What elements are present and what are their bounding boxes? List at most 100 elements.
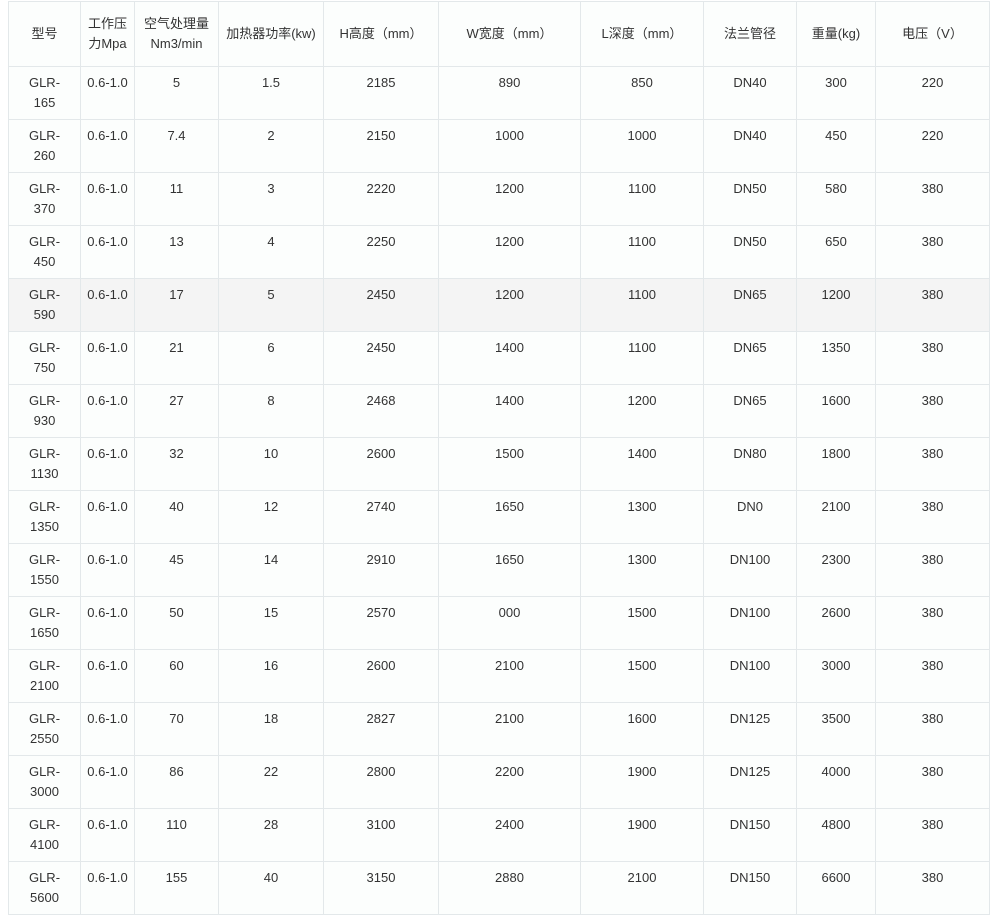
table-cell: 1200 xyxy=(796,278,876,332)
table-cell: 890 xyxy=(438,66,581,120)
table-cell: 2150 xyxy=(323,119,439,173)
table-cell: 2185 xyxy=(323,66,439,120)
table-cell: 0.6-1.0 xyxy=(80,861,135,915)
table-cell: 0.6-1.0 xyxy=(80,543,135,597)
table-cell: 0.6-1.0 xyxy=(80,331,135,385)
table-cell: GLR-930 xyxy=(8,384,81,438)
column-header: 电压（V） xyxy=(875,1,990,67)
table-cell: DN100 xyxy=(703,649,797,703)
table-cell: DN65 xyxy=(703,384,797,438)
table-cell: 1400 xyxy=(580,437,704,491)
table-cell: 0.6-1.0 xyxy=(80,278,135,332)
table-cell: 2100 xyxy=(438,702,581,756)
table-cell: 1800 xyxy=(796,437,876,491)
table-cell: 18 xyxy=(218,702,324,756)
table-cell: DN80 xyxy=(703,437,797,491)
table-cell: 0.6-1.0 xyxy=(80,755,135,809)
table-row: GLR-750 0.6-1.0 21 6 2450 1400 1100 DN65 1350 380 xyxy=(8,331,990,385)
table-cell: 450 xyxy=(796,119,876,173)
table-cell: 300 xyxy=(796,66,876,120)
table-cell: 1600 xyxy=(796,384,876,438)
table-cell: DN150 xyxy=(703,861,797,915)
table-cell: 2300 xyxy=(796,543,876,597)
table-cell: DN50 xyxy=(703,225,797,279)
table-cell: 21 xyxy=(134,331,219,385)
table-row: GLR-165 0.6-1.0 5 1.5 2185 890 850 DN40 300 220 xyxy=(8,66,990,120)
table-cell: 380 xyxy=(875,331,990,385)
table-cell: 10 xyxy=(218,437,324,491)
table-cell: 1350 xyxy=(796,331,876,385)
table-cell: 40 xyxy=(218,861,324,915)
table-cell: GLR-165 xyxy=(8,66,81,120)
table-cell: GLR-5600 xyxy=(8,861,81,915)
table-cell: 3500 xyxy=(796,702,876,756)
table-cell: 2220 xyxy=(323,172,439,226)
table-cell: 1100 xyxy=(580,172,704,226)
table-cell: 2800 xyxy=(323,755,439,809)
table-cell: DN40 xyxy=(703,119,797,173)
table-cell: 2740 xyxy=(323,490,439,544)
table-cell: DN50 xyxy=(703,172,797,226)
table-cell: 40 xyxy=(134,490,219,544)
table-cell: 380 xyxy=(875,384,990,438)
table-row: GLR-5600 0.6-1.0 155 40 3150 2880 2100 DN150 660… xyxy=(8,861,990,915)
table-row: GLR-1650 0.6-1.0 50 15 2570 000 1500 DN100 2600 3… xyxy=(8,596,990,650)
table-cell: 86 xyxy=(134,755,219,809)
column-header: W宽度（mm） xyxy=(438,1,581,67)
table-cell: 17 xyxy=(134,278,219,332)
table-cell: 16 xyxy=(218,649,324,703)
table-cell: GLR-2550 xyxy=(8,702,81,756)
table-cell: 110 xyxy=(134,808,219,862)
table-row: GLR-370 0.6-1.0 11 3 2220 1200 1100 DN50 580 380 xyxy=(8,172,990,226)
table-cell: 000 xyxy=(438,596,581,650)
table-cell: 2600 xyxy=(323,437,439,491)
column-header: 型号 xyxy=(8,1,81,67)
table-cell: 380 xyxy=(875,702,990,756)
table-cell: 1100 xyxy=(580,225,704,279)
table-cell: 1200 xyxy=(438,278,581,332)
table-row: GLR-4100 0.6-1.0 110 28 3100 2400 1900 DN150 480… xyxy=(8,808,990,862)
table-cell: 2880 xyxy=(438,861,581,915)
table-cell: GLR-2100 xyxy=(8,649,81,703)
table-row: GLR-2100 0.6-1.0 60 16 2600 2100 1500 DN100 3000… xyxy=(8,649,990,703)
table-cell: DN65 xyxy=(703,331,797,385)
column-header: 加热器功率(kw) xyxy=(218,1,324,67)
table-cell: 32 xyxy=(134,437,219,491)
table-cell: 1900 xyxy=(580,755,704,809)
table-cell: 7.4 xyxy=(134,119,219,173)
table-cell: 45 xyxy=(134,543,219,597)
table-cell: 6 xyxy=(218,331,324,385)
table-cell: 650 xyxy=(796,225,876,279)
table-cell: 2600 xyxy=(796,596,876,650)
table-cell: 2 xyxy=(218,119,324,173)
table-cell: 4 xyxy=(218,225,324,279)
table-cell: 12 xyxy=(218,490,324,544)
table-cell: DN100 xyxy=(703,543,797,597)
table-cell: GLR-260 xyxy=(8,119,81,173)
table-cell: DN100 xyxy=(703,596,797,650)
table-cell: 380 xyxy=(875,543,990,597)
table-row: GLR-2550 0.6-1.0 70 18 2827 2100 1600 DN125 3500… xyxy=(8,702,990,756)
table-cell: 1500 xyxy=(438,437,581,491)
table-cell: GLR-450 xyxy=(8,225,81,279)
table-cell: 0.6-1.0 xyxy=(80,384,135,438)
table-cell: 2450 xyxy=(323,278,439,332)
table-cell: 2100 xyxy=(580,861,704,915)
table-cell: 2250 xyxy=(323,225,439,279)
column-header: 法兰管径 xyxy=(703,1,797,67)
table-row: GLR-1550 0.6-1.0 45 14 2910 1650 1300 DN100 2300… xyxy=(8,543,990,597)
table-cell: 2468 xyxy=(323,384,439,438)
table-cell: 8 xyxy=(218,384,324,438)
table-cell: 0.6-1.0 xyxy=(80,808,135,862)
table-cell: 4800 xyxy=(796,808,876,862)
table-cell: 4000 xyxy=(796,755,876,809)
table-cell: 3100 xyxy=(323,808,439,862)
table-cell: GLR-370 xyxy=(8,172,81,226)
table-cell: 220 xyxy=(875,66,990,120)
table-cell: GLR-1650 xyxy=(8,596,81,650)
table-cell: GLR-590 xyxy=(8,278,81,332)
table-cell: DN125 xyxy=(703,702,797,756)
column-header: 工作压力Mpa xyxy=(80,1,135,67)
table-cell: 2570 xyxy=(323,596,439,650)
table-cell: 60 xyxy=(134,649,219,703)
